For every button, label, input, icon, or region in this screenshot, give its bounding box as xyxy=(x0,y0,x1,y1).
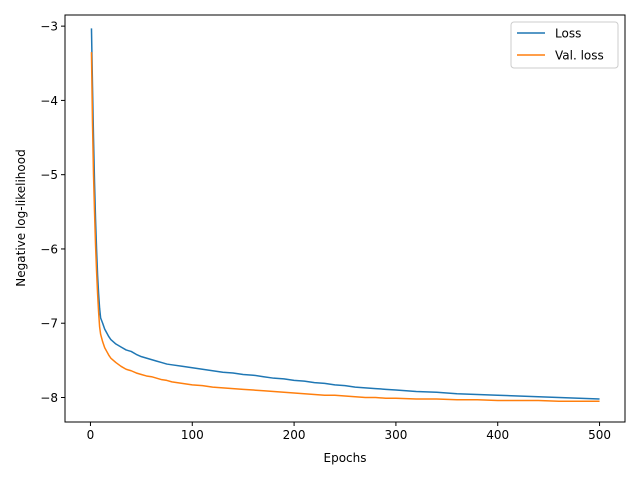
x-tick-label: 200 xyxy=(283,428,306,442)
y-tick-label: −3 xyxy=(40,20,58,34)
y-tick-label: −4 xyxy=(40,94,58,108)
x-tick-label: 100 xyxy=(181,428,204,442)
y-axis-ticks: −3 −4 −5 −6 −7 −8 xyxy=(40,20,65,405)
x-tick-label: 500 xyxy=(588,428,611,442)
y-tick-label: −6 xyxy=(40,242,58,256)
x-axis-label: Epochs xyxy=(324,451,367,465)
x-tick-label: 300 xyxy=(384,428,407,442)
y-tick-label: −8 xyxy=(40,391,58,405)
axes-frame xyxy=(64,14,626,423)
plot-area xyxy=(65,15,625,422)
legend-label-val-loss: Val. loss xyxy=(555,49,604,63)
y-tick-label: −7 xyxy=(40,317,58,331)
legend: Loss Val. loss xyxy=(510,21,619,69)
legend-label-loss: Loss xyxy=(555,27,581,41)
series-layer xyxy=(90,28,600,402)
x-tick-label: 0 xyxy=(87,428,95,442)
x-tick-label: 400 xyxy=(486,428,509,442)
series-line-loss xyxy=(90,28,600,400)
series-line-val-loss xyxy=(90,52,600,402)
x-axis-ticks: 0 100 200 300 400 500 xyxy=(87,422,611,442)
y-tick-label: −5 xyxy=(40,168,58,182)
y-axis-label: Negative log-likelihood xyxy=(14,149,28,286)
